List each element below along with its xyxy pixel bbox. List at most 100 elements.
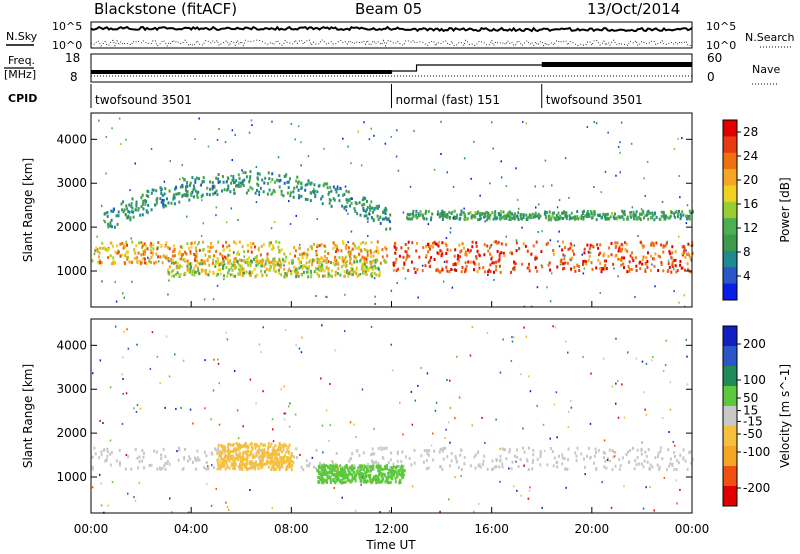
data-cell — [522, 242, 525, 246]
data-cell — [283, 264, 285, 267]
data-cell — [267, 268, 270, 272]
data-cell — [389, 466, 392, 470]
data-cell — [318, 466, 321, 470]
data-cell — [623, 256, 625, 260]
data-cell — [549, 437, 551, 440]
data-cell — [165, 241, 168, 245]
data-cell — [308, 462, 311, 466]
cpid-segment-label: twofsound 3501 — [95, 93, 192, 107]
data-cell — [367, 249, 370, 253]
data-cell — [567, 458, 570, 462]
data-cell — [310, 273, 313, 276]
freq-label-line2: [MHz] — [4, 68, 36, 81]
data-cell — [415, 216, 418, 220]
data-cell — [344, 330, 346, 333]
data-cell — [247, 263, 250, 267]
data-cell — [276, 452, 279, 456]
data-cell — [631, 447, 634, 450]
data-cell — [269, 241, 272, 245]
data-cell — [392, 462, 395, 466]
data-cell — [571, 216, 574, 220]
data-cell — [208, 250, 211, 253]
data-cell — [355, 474, 358, 477]
data-cell — [231, 273, 234, 277]
data-cell — [485, 210, 488, 214]
data-cell — [399, 468, 402, 472]
data-cell — [342, 476, 345, 480]
data-cell — [320, 243, 323, 246]
data-cell — [186, 184, 189, 188]
data-cell — [273, 190, 276, 194]
data-cell — [556, 206, 559, 209]
data-cell — [145, 261, 148, 265]
data-cell — [239, 446, 242, 450]
data-cell — [174, 353, 176, 356]
data-cell — [570, 267, 573, 271]
data-cell — [169, 258, 172, 262]
data-cell — [265, 273, 268, 277]
data-cell — [361, 255, 364, 259]
data-cell — [523, 326, 525, 329]
data-cell — [246, 257, 249, 261]
data-cell — [270, 457, 273, 460]
data-cell — [647, 448, 650, 451]
data-cell — [242, 268, 245, 272]
data-cell — [326, 464, 329, 468]
data-cell — [608, 448, 611, 452]
data-cell — [623, 266, 625, 270]
data-cell — [473, 510, 475, 513]
data-cell — [96, 235, 98, 238]
data-cell — [112, 259, 115, 263]
data-cell — [379, 215, 382, 219]
colorbar-tick-label: 24 — [743, 149, 758, 163]
data-cell — [363, 259, 366, 263]
data-cell — [160, 189, 162, 192]
data-cell — [211, 261, 214, 265]
data-cell — [190, 265, 193, 269]
data-cell — [140, 253, 143, 257]
data-cell — [300, 141, 302, 144]
data-cell — [684, 459, 687, 463]
data-cell — [377, 462, 380, 465]
data-cell — [270, 227, 273, 230]
data-cell — [94, 452, 97, 456]
data-cell — [459, 213, 462, 217]
data-cell — [133, 256, 136, 260]
data-cell — [398, 478, 401, 482]
data-cell — [375, 206, 378, 210]
data-cell — [489, 247, 491, 250]
data-cell — [383, 217, 386, 221]
data-cell — [522, 215, 525, 219]
data-cell — [247, 188, 250, 192]
data-cell — [269, 462, 272, 466]
data-cell — [597, 258, 600, 262]
data-cell — [198, 262, 201, 266]
data-cell — [422, 246, 425, 249]
data-cell — [645, 362, 648, 365]
data-cell — [384, 260, 387, 264]
data-cell — [459, 250, 462, 254]
data-cell — [619, 464, 622, 468]
data-cell — [285, 460, 287, 464]
data-cell — [400, 460, 403, 463]
data-cell — [328, 471, 331, 475]
data-cell — [288, 267, 291, 271]
data-cell — [688, 214, 691, 218]
data-cell — [131, 280, 133, 283]
data-cell — [511, 216, 514, 220]
data-cell — [633, 467, 636, 471]
data-cell — [334, 462, 337, 466]
data-cell — [502, 210, 505, 214]
data-cell — [113, 225, 116, 229]
data-cell — [369, 204, 371, 208]
data-cell — [376, 214, 379, 218]
data-cell — [106, 249, 109, 253]
data-cell — [491, 121, 493, 124]
data-cell — [555, 461, 558, 465]
data-cell — [686, 355, 688, 358]
data-cell — [127, 347, 130, 350]
data-cell — [281, 460, 284, 464]
data-cell — [109, 452, 112, 456]
data-cell — [122, 378, 124, 380]
data-cell — [677, 461, 680, 465]
